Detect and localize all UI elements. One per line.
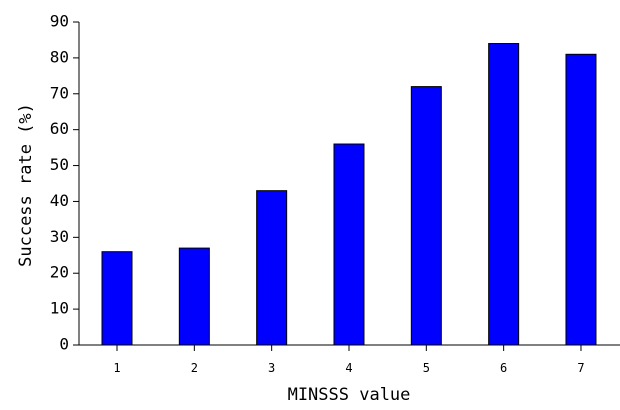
y-tick-label: 10: [50, 299, 69, 318]
y-tick-label: 90: [50, 12, 69, 31]
y-tick-label: 20: [50, 263, 69, 282]
bar-6: [488, 43, 520, 346]
x-tick-label: 3: [268, 361, 275, 375]
x-tick-label: 7: [577, 361, 584, 375]
y-axis-title-group: Success rate (%): [16, 103, 36, 267]
x-tick-label: 5: [423, 361, 430, 375]
plot-area: 0 10 20 30 40 50 60 70 80 90 1 2 3 4 5 6 7: [50, 12, 620, 375]
y-tick-label: 60: [50, 119, 69, 138]
bar-2: [178, 247, 210, 346]
bar-4: [333, 143, 365, 346]
bar-5: [410, 86, 442, 346]
y-tick-label: 70: [50, 83, 69, 102]
x-tick-label: 6: [500, 361, 507, 375]
bar-1: [101, 251, 133, 346]
bar-3: [256, 190, 288, 346]
y-tick-label: 50: [50, 155, 69, 174]
y-tick-label: 40: [50, 191, 69, 210]
y-axis-title: Success rate (%): [16, 103, 36, 267]
x-tick-label: 2: [191, 361, 198, 375]
y-tick-label: 30: [50, 227, 69, 246]
y-tick-label: 0: [59, 335, 69, 354]
bar-7: [565, 53, 597, 346]
x-tick-label: 1: [113, 361, 120, 375]
x-axis-title: MINSSS value: [288, 385, 411, 405]
y-tick-label: 80: [50, 47, 69, 66]
x-tick-label: 4: [345, 361, 352, 375]
